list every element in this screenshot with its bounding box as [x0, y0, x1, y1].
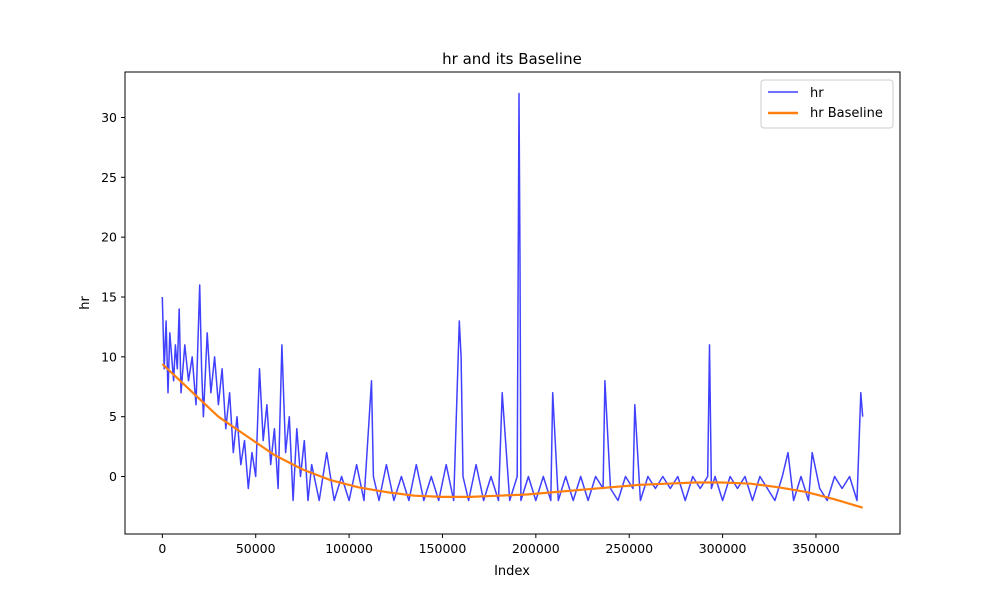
y-axis: 0 5 10 15 20 25 30 — [101, 110, 125, 484]
y-tick-label: 25 — [101, 170, 117, 185]
series-line-hr-baseline — [161, 363, 864, 509]
chart-title: hr and its Baseline — [442, 50, 582, 68]
plot-background — [125, 72, 900, 534]
x-axis-label: Index — [494, 564, 530, 579]
y-tick-label: 15 — [101, 290, 117, 305]
legend: hr hr Baseline — [760, 79, 894, 129]
y-axis-label: hr — [78, 296, 93, 310]
x-tick-label: 300000 — [699, 541, 747, 556]
x-tick-label: 0 — [158, 541, 166, 556]
x-tick-label: 100000 — [325, 541, 373, 556]
x-tick-label: 250000 — [605, 541, 653, 556]
x-tick-label: 350000 — [792, 541, 840, 556]
legend-label-hr-baseline: hr Baseline — [810, 106, 883, 121]
series-line-hr — [161, 92, 864, 502]
y-tick-label: 10 — [101, 349, 117, 364]
x-tick-label: 150000 — [419, 541, 467, 556]
legend-label-hr: hr — [810, 86, 824, 101]
y-tick-label: 0 — [109, 469, 117, 484]
x-axis: 0 50000 100000 150000 200000 250000 300000 3500… — [158, 534, 840, 556]
series-layer — [161, 92, 864, 509]
plot-frame — [124, 71, 901, 535]
y-tick-label: 20 — [101, 230, 117, 245]
x-tick-label: 50000 — [236, 541, 276, 556]
y-tick-label: 5 — [109, 409, 117, 424]
y-tick-label: 30 — [101, 110, 117, 125]
x-tick-label: 200000 — [512, 541, 560, 556]
